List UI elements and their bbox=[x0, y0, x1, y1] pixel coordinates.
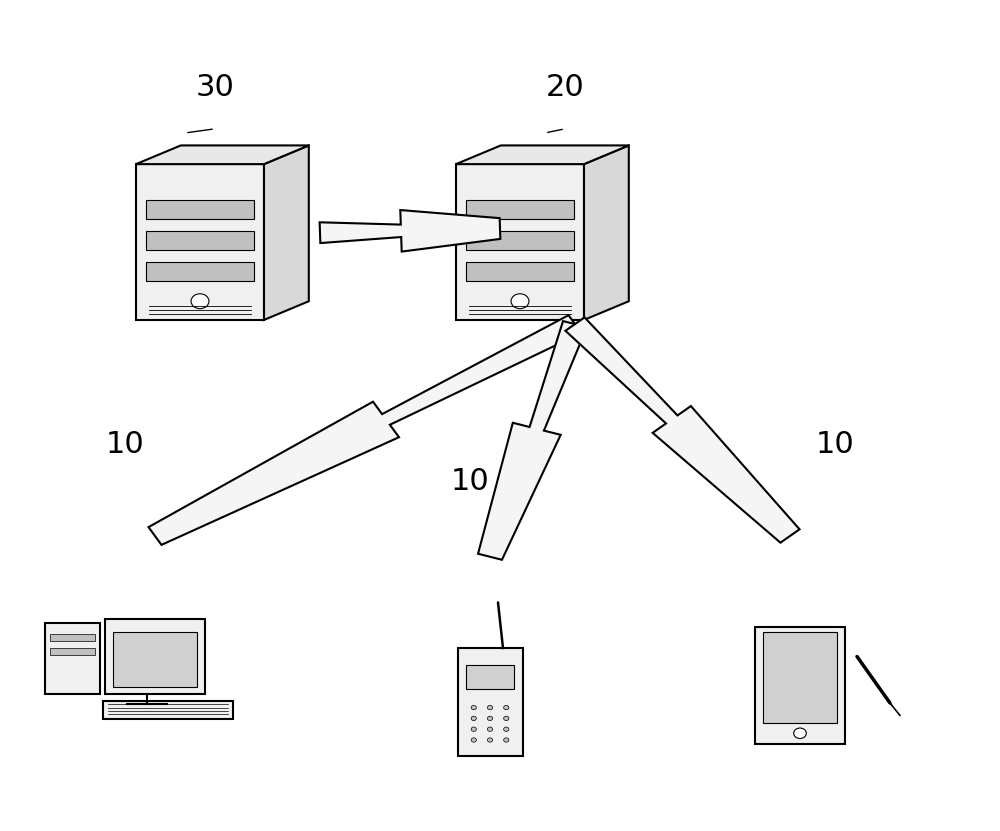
Polygon shape bbox=[136, 145, 309, 165]
Polygon shape bbox=[136, 165, 264, 320]
Polygon shape bbox=[264, 145, 309, 320]
Polygon shape bbox=[113, 632, 197, 687]
Polygon shape bbox=[458, 648, 522, 756]
Text: 30: 30 bbox=[196, 73, 234, 101]
Polygon shape bbox=[466, 200, 574, 219]
Polygon shape bbox=[456, 145, 629, 165]
Polygon shape bbox=[105, 619, 205, 694]
Polygon shape bbox=[456, 165, 584, 320]
Polygon shape bbox=[146, 263, 254, 281]
Polygon shape bbox=[466, 666, 514, 689]
Circle shape bbox=[191, 294, 209, 308]
Polygon shape bbox=[466, 263, 574, 281]
Polygon shape bbox=[466, 231, 574, 250]
Text: 10: 10 bbox=[816, 430, 854, 459]
Polygon shape bbox=[50, 634, 94, 641]
Circle shape bbox=[487, 727, 493, 731]
Polygon shape bbox=[146, 200, 254, 219]
Circle shape bbox=[504, 738, 509, 742]
Text: 20: 20 bbox=[546, 73, 584, 101]
Text: 10: 10 bbox=[451, 468, 489, 496]
Polygon shape bbox=[45, 623, 100, 694]
Circle shape bbox=[511, 294, 529, 308]
Circle shape bbox=[504, 716, 509, 720]
Circle shape bbox=[504, 727, 509, 731]
Circle shape bbox=[471, 706, 476, 710]
Polygon shape bbox=[763, 632, 837, 723]
Polygon shape bbox=[103, 701, 233, 719]
Polygon shape bbox=[565, 317, 800, 543]
Circle shape bbox=[471, 727, 476, 731]
Circle shape bbox=[487, 716, 493, 720]
Polygon shape bbox=[149, 315, 581, 545]
Circle shape bbox=[504, 706, 509, 710]
Polygon shape bbox=[50, 648, 94, 655]
Polygon shape bbox=[146, 231, 254, 250]
Text: 10: 10 bbox=[106, 430, 144, 459]
Polygon shape bbox=[755, 627, 845, 744]
Circle shape bbox=[794, 728, 806, 739]
Polygon shape bbox=[478, 321, 587, 560]
Circle shape bbox=[471, 738, 476, 742]
Polygon shape bbox=[320, 210, 500, 252]
Circle shape bbox=[471, 716, 476, 720]
Polygon shape bbox=[584, 145, 629, 320]
Circle shape bbox=[487, 738, 493, 742]
Circle shape bbox=[487, 706, 493, 710]
